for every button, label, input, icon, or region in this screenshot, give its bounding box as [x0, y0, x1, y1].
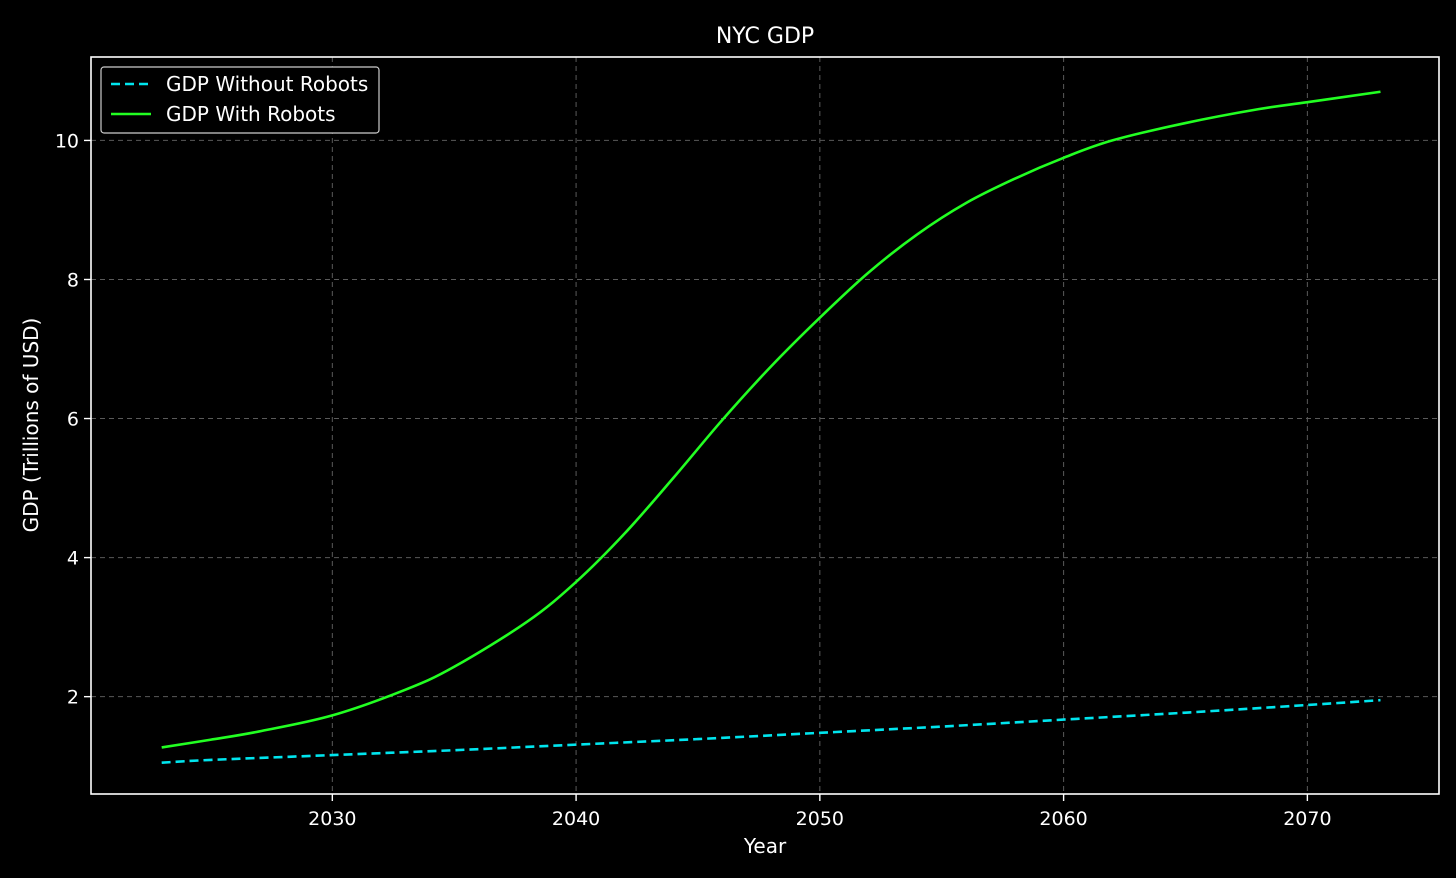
x-axis-label: Year	[743, 834, 787, 858]
plot-area-frame	[90, 56, 1440, 795]
x-tick-label: 2050	[796, 808, 844, 830]
y-tick-label: 8	[67, 269, 79, 291]
y-tick-label: 4	[67, 548, 79, 570]
legend-box	[100, 66, 380, 134]
y-tick-label: 10	[55, 130, 79, 152]
x-tick-label: 2060	[1039, 808, 1087, 830]
x-tick-label: 2030	[308, 808, 356, 830]
y-axis-label: GDP (Trillions of USD)	[19, 318, 43, 533]
y-axis-ticks: 2 4 6 8 10	[55, 130, 91, 709]
series-line-with-robots	[161, 90, 1381, 749]
legend: GDP Without Robots GDP With Robots	[100, 66, 380, 134]
y-tick-label: 6	[67, 409, 79, 431]
series-line-without-robots	[161, 698, 1381, 765]
legend-label-with-robots: GDP With Robots	[166, 102, 336, 126]
chart-title: NYC GDP	[716, 24, 814, 49]
x-tick-label: 2070	[1283, 808, 1331, 830]
y-tick-label: 2	[67, 687, 79, 709]
x-tick-label: 2040	[552, 808, 600, 830]
x-axis-ticks: 2030 2040 2050 2060 2070	[308, 794, 1332, 830]
grid-layer	[91, 57, 1439, 794]
legend-label-without-robots: GDP Without Robots	[166, 72, 368, 96]
series-layer	[161, 90, 1381, 765]
